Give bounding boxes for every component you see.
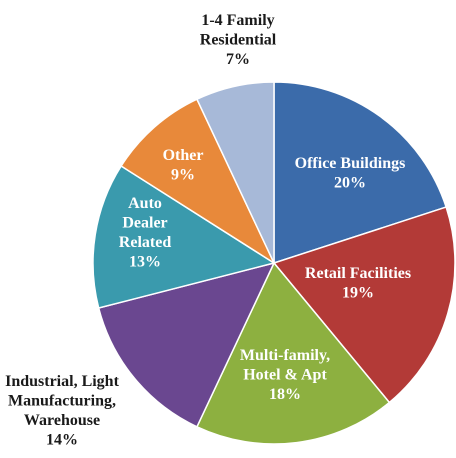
slice-label-line: Industrial, Light — [5, 373, 119, 390]
slice-label-line: Multi-family, — [240, 347, 330, 364]
pie-slice-3 — [195, 261, 391, 445]
slice-label-line: Office Buildings — [295, 155, 406, 172]
slice-label-3: Multi-family, Hotel & Apt 18% — [240, 347, 330, 403]
slice-label-line: Dealer — [122, 215, 167, 232]
slice-label-4: Industrial, Light Manufacturing, Warehouse… — [5, 373, 119, 449]
pie-slice-1 — [273, 81, 448, 265]
slice-label-line: 14% — [46, 432, 78, 449]
slice-label-line: 19% — [342, 285, 374, 302]
slice-label-line: Residential — [200, 32, 277, 49]
slice-label-line: 13% — [129, 254, 161, 271]
pie-slice-5 — [92, 164, 276, 309]
pie-slices — [92, 81, 456, 445]
slice-label-line: 7% — [226, 51, 250, 68]
slice-label-line: Retail Facilities — [305, 265, 411, 282]
pie-slice-4 — [97, 261, 276, 428]
slice-label-2: Retail Facilities 19% — [305, 265, 411, 302]
slice-label-7: 1-4 Family Residential 7% — [200, 12, 277, 68]
slice-label-6: Other 9% — [163, 147, 204, 184]
slice-label-line: 1-4 Family — [201, 12, 274, 29]
pie-slice-6 — [120, 98, 276, 266]
slice-label-line: Other — [163, 147, 204, 164]
slice-label-line: Auto — [128, 195, 162, 212]
slice-label-line: Hotel & Apt — [243, 367, 327, 384]
slice-label-line: 18% — [269, 386, 301, 403]
slice-label-line: Manufacturing, — [8, 393, 116, 410]
pie-slice-2 — [272, 206, 456, 404]
pie-labels: Office Buildings 20% Retail Facilities 19% M… — [5, 12, 411, 449]
slice-label-5: Auto Dealer Related 13% — [119, 195, 172, 271]
slice-label-line: Warehouse — [24, 412, 100, 429]
pie-slice-7 — [195, 81, 275, 264]
slice-label-line: Related — [119, 234, 172, 251]
slice-label-line: 20% — [334, 175, 366, 192]
slice-label-line: 9% — [171, 167, 195, 184]
slice-label-1: Office Buildings 20% — [295, 155, 406, 192]
